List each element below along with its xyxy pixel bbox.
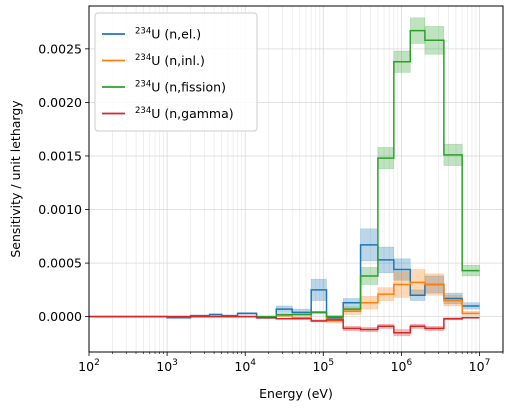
x-tick-label: 102 (78, 358, 100, 374)
x-tick-exponent: 5 (328, 358, 334, 368)
legend-label: 234U (n,gamma) (135, 106, 234, 121)
y-tick-label: 0.0015 (38, 148, 82, 163)
series-line (89, 244, 480, 319)
x-tick-base: 10 (78, 359, 94, 374)
y-tick-label: 0.0020 (38, 95, 82, 110)
legend-entry: 234U (n,gamma) (102, 106, 234, 121)
legend-label-superscript: 234 (135, 80, 151, 90)
legend-label: 234U (n,inl.) (135, 53, 205, 68)
y-tick-label: 0.0025 (38, 41, 82, 56)
x-tick-exponent: 7 (485, 358, 491, 368)
legend-label-text: U (n,fission) (151, 80, 226, 95)
legend-entry: 234U (n,el.) (102, 27, 201, 42)
y-axis-label: Sensitivity / unit lethargy (8, 100, 23, 258)
x-tick-exponent: 4 (250, 358, 256, 368)
x-tick-label: 106 (391, 358, 413, 374)
series-lines (89, 29, 480, 334)
y-tick-label: 0.0000 (38, 309, 82, 324)
legend-label: 234U (n,fission) (135, 80, 226, 95)
legend-label-superscript: 234 (135, 106, 151, 116)
legend-entry: 234U (n,inl.) (102, 53, 205, 68)
y-tick-label: 0.0005 (38, 256, 82, 271)
legend-entry: 234U (n,fission) (102, 80, 226, 95)
legend: 234U (n,el.)234U (n,inl.)234U (n,fission… (94, 12, 258, 132)
x-tick-base: 10 (234, 359, 250, 374)
legend-label-text: U (n,inl.) (151, 53, 205, 68)
legend-label: 234U (n,el.) (135, 27, 201, 42)
x-tick-base: 10 (312, 359, 328, 374)
x-tick-exponent: 6 (406, 358, 412, 368)
x-tick-base: 10 (391, 359, 407, 374)
legend-label-superscript: 234 (135, 53, 151, 63)
legend-box (94, 12, 258, 132)
axis-ticks: 102 103 104 105 106 1070.00000.00050.00100.00… (38, 41, 504, 374)
x-tick-base: 10 (156, 359, 172, 374)
x-tick-base: 10 (469, 359, 485, 374)
legend-label-superscript: 234 (135, 27, 151, 37)
legend-label-text: U (n,el.) (151, 27, 201, 42)
x-tick-exponent: 2 (94, 358, 100, 368)
x-tick-label: 103 (156, 358, 178, 374)
x-tick-label: 104 (234, 358, 256, 374)
x-tick-exponent: 3 (172, 358, 178, 368)
legend-label-text: U (n,gamma) (151, 106, 233, 121)
series-line (89, 315, 480, 334)
x-tick-label: 107 (469, 358, 491, 374)
x-axis-label: Energy (eV) (259, 386, 333, 401)
plot-frame (88, 5, 504, 353)
y-tick-label: 0.0010 (38, 202, 82, 217)
x-tick-label: 105 (312, 358, 334, 374)
